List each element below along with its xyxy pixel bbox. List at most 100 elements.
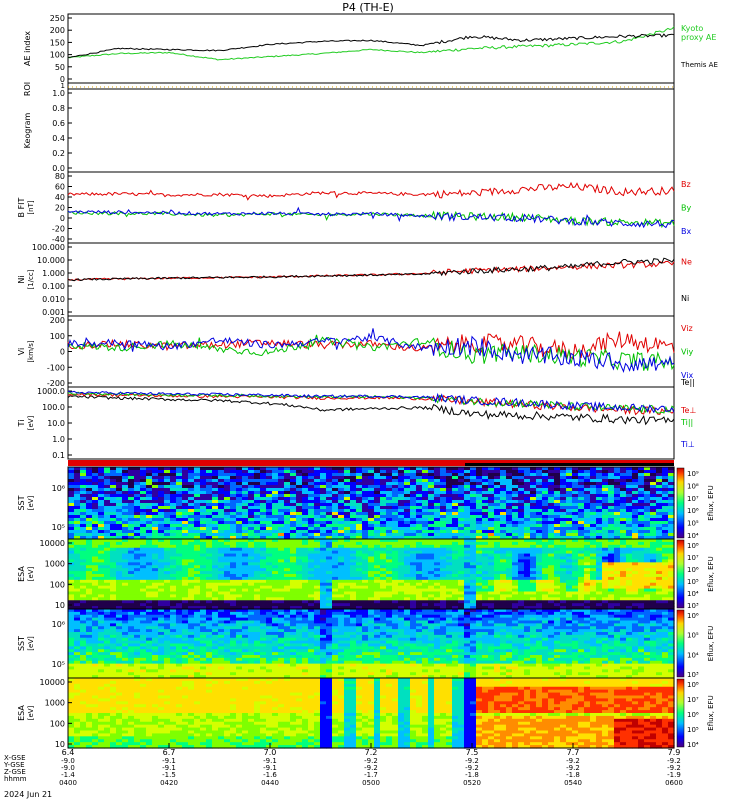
spectrogram-cell — [272, 533, 279, 537]
spectrogram-cell — [404, 579, 411, 584]
spectrogram-cell — [404, 488, 411, 492]
spectrogram-cell — [404, 568, 411, 572]
spectrogram-cell — [68, 503, 75, 507]
spectrogram-cell — [320, 591, 327, 596]
spectrogram-cell — [104, 568, 111, 572]
spectrogram-cell — [188, 491, 195, 495]
spectrogram-cell — [530, 591, 537, 596]
spectrogram-cell — [188, 585, 195, 590]
spectrogram-cell — [494, 574, 501, 578]
spectrogram-cell — [356, 491, 363, 495]
spectrogram-cell — [230, 588, 237, 593]
spectrogram-cell — [458, 503, 465, 507]
spectrogram-cell — [266, 476, 273, 480]
spectrogram-cell — [368, 553, 375, 558]
spectrogram-cell — [332, 521, 339, 525]
spectrogram-cell — [284, 547, 291, 552]
spectrogram-cell — [608, 544, 615, 549]
spectrogram-cell — [308, 579, 315, 584]
spectrogram-cell — [512, 588, 519, 593]
spectrogram-cell — [536, 553, 543, 558]
spectrogram-cell — [230, 515, 237, 519]
spectrogram-cell — [446, 585, 453, 590]
spectrogram-cell — [86, 556, 93, 561]
spectrogram-cell — [320, 559, 327, 563]
spectrogram-cell — [200, 524, 207, 528]
spectrogram-cell — [428, 503, 435, 507]
spectrogram-cell — [392, 488, 399, 492]
spectrogram-cell — [206, 597, 213, 601]
spectrogram-cell — [182, 547, 189, 552]
spectrogram-cell — [134, 476, 141, 480]
spectrogram-cell — [662, 497, 669, 501]
spectrogram-cell — [470, 470, 477, 474]
spectrogram-cell — [458, 476, 465, 480]
spectrogram-cell — [212, 515, 219, 519]
spectrogram-cell — [452, 527, 459, 531]
spectrogram-cell — [296, 536, 303, 540]
spectrogram-cell — [134, 467, 141, 471]
spectrogram-cell — [608, 494, 615, 498]
spectrogram-cell — [560, 579, 567, 584]
spectrogram-cell — [512, 603, 519, 607]
spectrogram-cell — [98, 553, 105, 558]
spectrogram-cell — [488, 467, 495, 471]
spectrogram-cell — [464, 594, 471, 598]
spectrogram-cell — [404, 500, 411, 504]
spectrogram-cell — [236, 544, 243, 549]
spectrogram-cell — [494, 494, 501, 498]
spectrogram-cell — [500, 506, 507, 510]
spectrogram-cell — [488, 497, 495, 501]
spectrogram-cell — [602, 565, 609, 569]
spectrogram-cell — [266, 568, 273, 572]
spectrogram-cell — [482, 536, 489, 540]
spectrogram-cell — [206, 515, 213, 519]
spectrogram-cell — [272, 506, 279, 510]
spectrogram-cell — [500, 518, 507, 522]
spectrogram-cell — [338, 606, 345, 610]
spectrogram-cell — [104, 482, 111, 486]
spectrogram-cell — [188, 582, 195, 587]
spectrogram-cell — [278, 541, 285, 546]
spectrogram-cell — [362, 470, 369, 474]
spectrogram-cell — [374, 544, 381, 549]
spectrogram-cell — [668, 568, 675, 572]
spectrogram-cell — [260, 536, 267, 540]
spectrogram-cell — [482, 524, 489, 528]
spectrogram-cell — [542, 585, 549, 590]
spectrogram-cell — [86, 588, 93, 593]
spectrogram-cell — [242, 482, 249, 486]
spectrogram-cell — [182, 600, 189, 604]
spectrogram-cell — [656, 470, 663, 474]
spectrogram-cell — [428, 479, 435, 483]
spectrogram-cell — [650, 603, 657, 607]
spectrogram-cell — [578, 518, 585, 522]
spectrogram-cell — [224, 506, 231, 510]
spectrogram-cell — [452, 488, 459, 492]
spectrogram-cell — [578, 562, 585, 566]
spectrogram-cell — [170, 544, 177, 549]
spectrogram-cell — [572, 568, 579, 572]
spectrogram-cell — [92, 515, 99, 519]
spectrogram-cell — [548, 497, 555, 501]
spectrogram-cell — [164, 521, 171, 525]
spectrogram-cell — [158, 547, 165, 552]
spectrogram-cell — [404, 559, 411, 563]
spectrogram-cell — [626, 467, 633, 471]
spectrogram-cell — [314, 574, 321, 578]
spectrogram-cell — [374, 533, 381, 537]
spectrogram-cell — [434, 503, 441, 507]
spectrogram-cell — [512, 515, 519, 519]
spectrogram-cell — [74, 539, 81, 543]
spectrogram-cell — [212, 574, 219, 578]
spectrogram-cell — [326, 585, 333, 590]
spectrogram-cell — [578, 594, 585, 598]
spectrogram-cell — [506, 582, 513, 587]
spectrogram-cell — [548, 515, 555, 519]
series-line-themisae — [67, 33, 675, 58]
spectrogram-cell — [278, 500, 285, 504]
spectrogram-cell — [374, 576, 381, 581]
spectrogram-cell — [122, 547, 129, 552]
spectrogram-cell — [248, 597, 255, 601]
spectrogram-cell — [344, 515, 351, 519]
